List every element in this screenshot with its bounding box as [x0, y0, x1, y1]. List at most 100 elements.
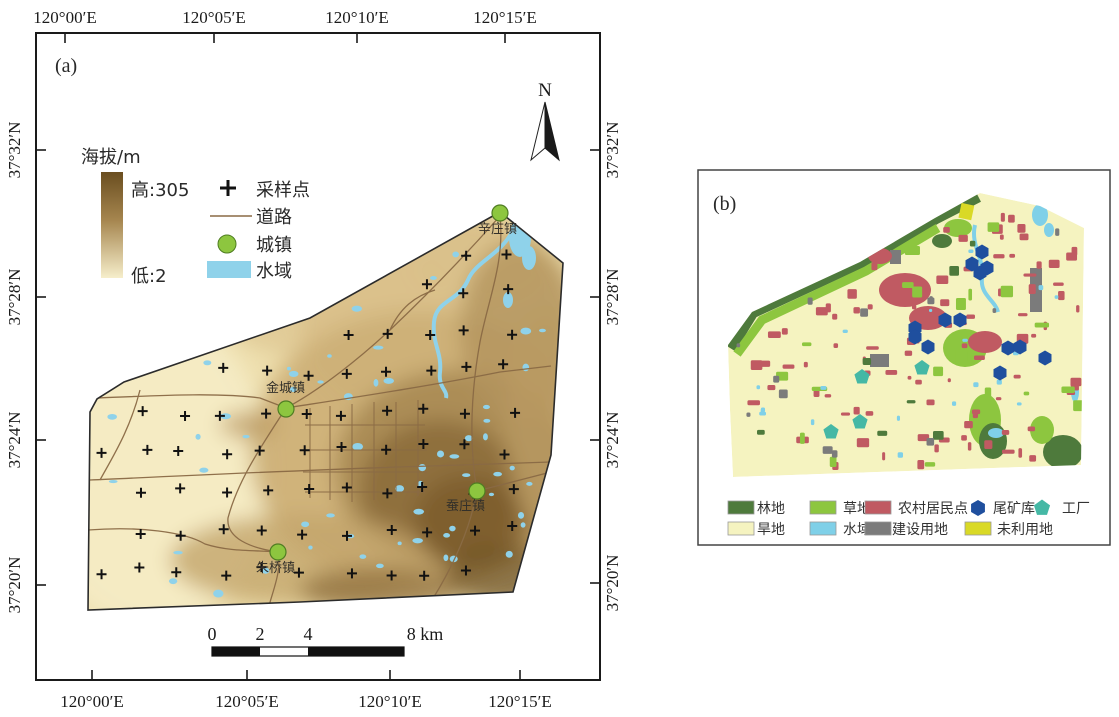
legend-swatch [964, 521, 992, 536]
landuse-patch [815, 307, 828, 316]
sampling-cross [222, 487, 233, 498]
landuse-patch [1023, 273, 1037, 277]
landuse-patch [936, 275, 949, 284]
axis-label-left: 37°32′N [5, 122, 24, 179]
sampling-cross [335, 410, 346, 421]
sampling-cross [137, 406, 148, 417]
landuse-patch [912, 286, 923, 298]
tailings-pond-marker [938, 312, 952, 328]
water-patch [107, 413, 117, 420]
axis-label-top: 120°05′E [182, 8, 245, 27]
axis-label-top: 120°00′E [33, 8, 96, 27]
sampling-cross [175, 483, 186, 494]
landuse-patch [778, 389, 788, 399]
landuse-patch [907, 375, 912, 380]
landuse-patch [1076, 305, 1080, 313]
sampling-cross [382, 328, 393, 339]
north-arrow-left [530, 101, 546, 162]
landuse-patch [822, 446, 833, 454]
graticule-labels: 120°00′E 120°05′E 120°10′E 120°15′E 120°00′E… [5, 8, 622, 711]
sampling-cross [261, 408, 272, 419]
water-patch [517, 512, 525, 519]
water-patch [493, 471, 502, 477]
water-patch [412, 538, 423, 544]
landuse-patch [1027, 426, 1036, 432]
landuse-patch [1001, 429, 1010, 435]
sampling-cross [382, 405, 393, 416]
panel-a: (a) [5, 8, 622, 711]
panel-b: (b) [697, 169, 1111, 546]
water-patch [242, 434, 250, 439]
legend-swatch [809, 521, 837, 536]
sampling-cross [341, 482, 352, 493]
water-patch [199, 467, 209, 473]
forest-band [728, 193, 981, 352]
tailings-pond-marker [1013, 339, 1027, 355]
water-patch [522, 363, 530, 372]
town-dot [491, 204, 509, 222]
water-patch [173, 550, 183, 555]
landuse-patch [862, 357, 872, 365]
water-patch [168, 578, 178, 585]
sampling-cross [382, 488, 393, 499]
sampling-cross [343, 330, 354, 341]
axis-label-right: 37°32′N [603, 122, 622, 179]
landuse-patch [911, 304, 917, 310]
landuse-patch [801, 342, 812, 347]
landuse-patch [906, 295, 912, 302]
landuse-patch [928, 308, 933, 313]
factory-marker [914, 360, 930, 375]
sampling-cross [142, 444, 153, 455]
landuse-patch [833, 343, 839, 348]
landuse-patch [799, 432, 805, 444]
factory-marker [823, 424, 839, 439]
tailings-pond-marker [973, 265, 987, 281]
sampling-cross [461, 250, 472, 261]
landuse-patches-fixed [868, 202, 1083, 469]
legend-a: 海拔/m 高:305 低:2 采样点 道路 城镇 水域 [81, 147, 310, 287]
landuse-patch [993, 254, 1005, 259]
landuse-patch [1058, 290, 1065, 301]
panel-a-label: (a) [55, 55, 77, 77]
sampling-cross [341, 368, 352, 379]
water-patch [108, 479, 118, 484]
sampling-cross [501, 249, 512, 260]
landuse-patch [782, 364, 795, 369]
landuse-patch [906, 400, 916, 404]
scale-label: 4 [304, 624, 313, 644]
sampling-cross [418, 403, 429, 414]
town-name: 辛庄镇 [478, 221, 517, 237]
landuse-patch [824, 394, 832, 398]
landuse-patch [955, 298, 966, 310]
sampling-cross [180, 410, 191, 421]
legend-swatch [727, 521, 755, 536]
water-patch [301, 521, 310, 528]
landuse-patch [933, 366, 944, 377]
town-name: 朱桥镇 [256, 561, 295, 576]
tailings-pond-marker [975, 244, 989, 260]
water-patch [520, 327, 532, 335]
landuse-patch [902, 282, 914, 289]
landuse-patch [973, 355, 985, 361]
north-label: N [538, 80, 552, 101]
water-patch [538, 328, 546, 333]
water-patch [327, 354, 332, 358]
sampling-cross [510, 407, 521, 418]
landuse-patch [964, 421, 973, 429]
tailings-pond-marker [908, 329, 922, 345]
axis-label-right: 37°28′N [603, 269, 622, 326]
water-patch [289, 386, 297, 393]
landuse-patch [1018, 448, 1023, 458]
landuse-patch [1031, 333, 1037, 338]
axis-label-left: 37°28′N [5, 269, 24, 326]
sampling-cross [458, 325, 469, 336]
landuse-patch [955, 349, 968, 363]
landuse-patch [968, 249, 974, 254]
landuse-patch [1002, 449, 1015, 454]
elevation-legend-title: 海拔/m [81, 147, 141, 168]
legend-label: 尾矿库 [993, 501, 1035, 517]
landuse-patch [967, 442, 972, 451]
landuse-patch [767, 331, 781, 338]
